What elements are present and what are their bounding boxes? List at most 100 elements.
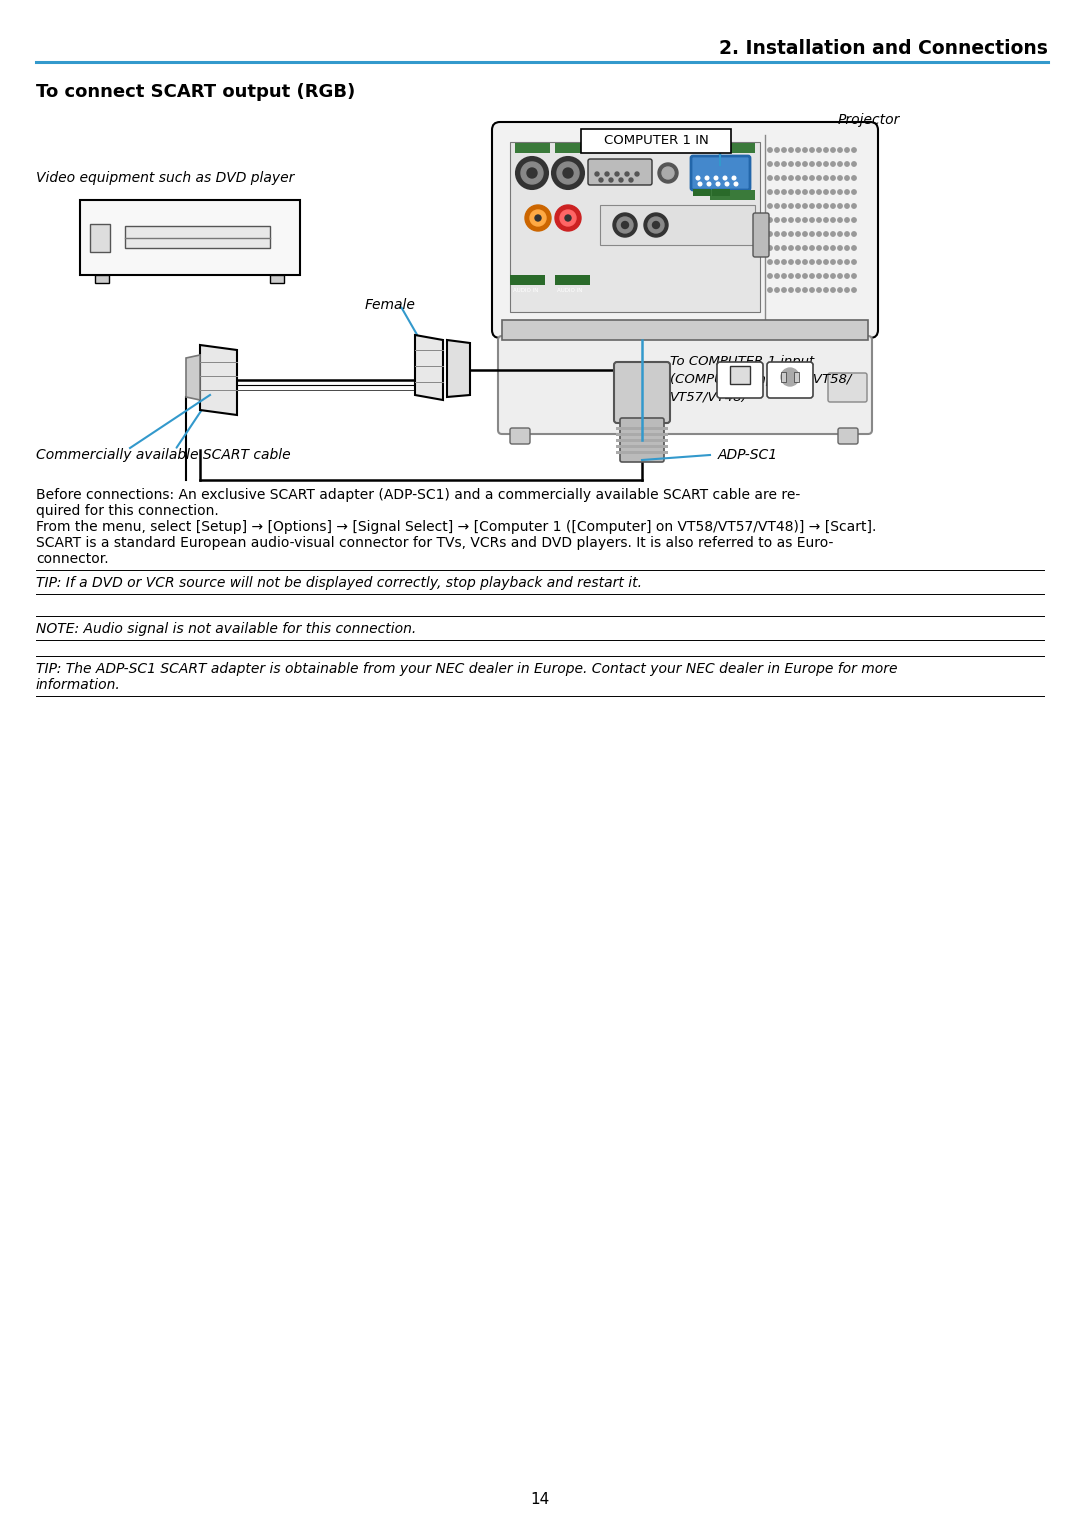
Circle shape	[816, 273, 821, 278]
Circle shape	[788, 218, 793, 223]
Circle shape	[782, 218, 786, 223]
Circle shape	[831, 288, 835, 291]
Circle shape	[796, 204, 800, 208]
Text: COMPUTER 1 IN: COMPUTER 1 IN	[604, 134, 708, 148]
Circle shape	[768, 273, 772, 278]
Circle shape	[852, 246, 856, 250]
Circle shape	[810, 204, 814, 208]
Circle shape	[831, 232, 835, 237]
Circle shape	[810, 259, 814, 264]
Circle shape	[788, 204, 793, 208]
Circle shape	[782, 288, 786, 291]
Circle shape	[810, 175, 814, 180]
Circle shape	[521, 162, 543, 185]
Circle shape	[838, 259, 842, 264]
Circle shape	[768, 189, 772, 194]
Circle shape	[734, 182, 738, 186]
Circle shape	[615, 172, 619, 175]
Circle shape	[788, 273, 793, 278]
Polygon shape	[186, 356, 200, 400]
Text: PC CONTROL  MONITOR OUTPUT S: PC CONTROL MONITOR OUTPUT S	[580, 146, 674, 151]
Circle shape	[802, 246, 807, 250]
Circle shape	[621, 221, 629, 229]
Circle shape	[782, 246, 786, 250]
Circle shape	[802, 232, 807, 237]
Circle shape	[852, 273, 856, 278]
Circle shape	[635, 172, 639, 175]
Text: 2. Installation and Connections: 2. Installation and Connections	[719, 38, 1048, 58]
Circle shape	[555, 204, 581, 230]
Circle shape	[810, 162, 814, 166]
Circle shape	[796, 246, 800, 250]
Circle shape	[816, 246, 821, 250]
Bar	[125, 226, 270, 249]
Text: To COMPUTER 1 input
(COMPUTER input on VT58/
VT57/VT48): To COMPUTER 1 input (COMPUTER input on V…	[670, 356, 851, 404]
Circle shape	[816, 148, 821, 153]
Text: Female: Female	[365, 298, 416, 311]
Circle shape	[802, 162, 807, 166]
Bar	[712, 189, 730, 195]
Circle shape	[644, 214, 669, 237]
Circle shape	[802, 288, 807, 291]
Circle shape	[768, 259, 772, 264]
Bar	[515, 143, 550, 153]
Circle shape	[802, 259, 807, 264]
Circle shape	[563, 168, 573, 179]
Circle shape	[599, 179, 603, 182]
Bar	[710, 143, 755, 153]
Circle shape	[788, 189, 793, 194]
Circle shape	[831, 273, 835, 278]
Circle shape	[774, 148, 779, 153]
Circle shape	[796, 288, 800, 291]
Circle shape	[796, 232, 800, 237]
Circle shape	[768, 162, 772, 166]
Bar	[510, 275, 545, 285]
Circle shape	[802, 189, 807, 194]
Bar	[693, 189, 711, 195]
Circle shape	[824, 232, 828, 237]
Circle shape	[796, 189, 800, 194]
Circle shape	[838, 232, 842, 237]
Circle shape	[652, 221, 660, 229]
Circle shape	[816, 175, 821, 180]
Text: AUDIO IN: AUDIO IN	[680, 146, 705, 151]
Circle shape	[788, 148, 793, 153]
Text: ADP-SC1: ADP-SC1	[718, 449, 778, 462]
Text: NOTE: Audio signal is not available for this connection.: NOTE: Audio signal is not available for …	[36, 623, 416, 636]
Circle shape	[774, 288, 779, 291]
FancyBboxPatch shape	[620, 418, 664, 462]
Circle shape	[838, 204, 842, 208]
Circle shape	[852, 218, 856, 223]
Circle shape	[845, 246, 849, 250]
Circle shape	[824, 204, 828, 208]
Bar	[616, 452, 669, 455]
Circle shape	[788, 259, 793, 264]
Circle shape	[714, 175, 718, 180]
Circle shape	[802, 204, 807, 208]
Circle shape	[625, 172, 629, 175]
Circle shape	[852, 259, 856, 264]
Circle shape	[824, 246, 828, 250]
Bar	[616, 427, 669, 430]
Circle shape	[816, 162, 821, 166]
Circle shape	[831, 175, 835, 180]
Bar	[95, 275, 109, 282]
Circle shape	[824, 259, 828, 264]
Circle shape	[609, 179, 613, 182]
Circle shape	[629, 179, 633, 182]
Circle shape	[802, 148, 807, 153]
Circle shape	[698, 182, 702, 186]
Circle shape	[725, 182, 729, 186]
Circle shape	[838, 162, 842, 166]
Text: quired for this connection.: quired for this connection.	[36, 504, 219, 517]
Circle shape	[845, 218, 849, 223]
Circle shape	[774, 204, 779, 208]
Circle shape	[662, 166, 674, 179]
Circle shape	[852, 232, 856, 237]
Bar	[781, 372, 786, 382]
Circle shape	[831, 162, 835, 166]
Circle shape	[788, 246, 793, 250]
Circle shape	[716, 182, 719, 186]
Circle shape	[595, 172, 599, 175]
Circle shape	[781, 368, 799, 386]
